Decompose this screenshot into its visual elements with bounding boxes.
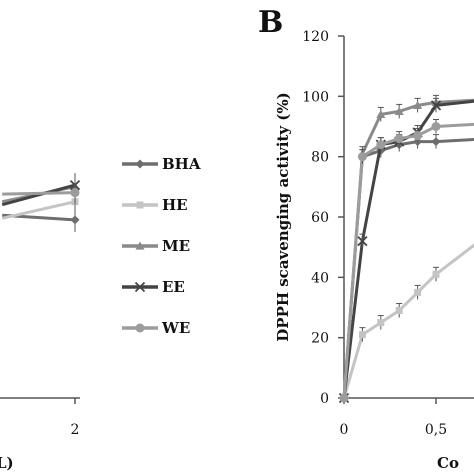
panel-a-series-line-ee xyxy=(1,183,76,207)
panel-a-series-line-we xyxy=(2,191,76,196)
panel-b-point-he xyxy=(358,331,366,339)
legend-swatch-marker xyxy=(135,241,145,250)
legend-item-bha: BHA xyxy=(122,155,201,173)
panel-a-x-tick-label: 2 xyxy=(71,422,80,438)
panel-b-x-tick-label: 0 xyxy=(340,422,349,438)
panel-b-point-we xyxy=(376,140,386,150)
panel-b-point-we xyxy=(431,122,441,131)
panel-a-point-bha xyxy=(70,215,80,225)
legend-label: WE xyxy=(161,319,190,337)
panel-b-y-tick-label: 80 xyxy=(311,150,329,166)
panel-a-point-we xyxy=(70,188,80,198)
panel-b-plot-area xyxy=(338,94,474,404)
legend-label: BHA xyxy=(162,155,201,173)
panel-b-series-line-he xyxy=(342,243,474,399)
panel-b-point-me xyxy=(376,109,386,119)
panel-b-point-he xyxy=(432,270,440,278)
legend-label: EE xyxy=(162,278,185,296)
panel-a-plot-area xyxy=(1,173,81,232)
panel-b-point-ee xyxy=(430,100,442,111)
legend: BHA HE ME EE WE xyxy=(122,155,201,337)
panel-a-series-line-he xyxy=(1,200,76,220)
panel-b-point-me xyxy=(413,100,423,109)
panel-b-x-axis-title: Co xyxy=(437,454,459,472)
panel-b-y-tick-label: 100 xyxy=(302,89,329,105)
panel-b-point-he xyxy=(377,319,385,327)
legend-item-me: ME xyxy=(122,237,190,255)
panel-b-point-bha xyxy=(431,137,441,147)
legend-swatch-marker xyxy=(136,201,144,209)
panel-b: B DPPH scavenging activity (%) 120 100 80 6… xyxy=(258,5,474,472)
legend-swatch-marker xyxy=(134,281,146,293)
panel-b-point-me xyxy=(394,106,404,116)
panel-a: 2 L) xyxy=(0,173,81,472)
legend-item-we: WE xyxy=(122,319,190,337)
panel-b-y-axis-title: DPPH scavenging activity (%) xyxy=(274,92,292,341)
panel-b-series-line-bha xyxy=(342,138,474,399)
legend-label: HE xyxy=(162,196,188,214)
panel-b-point-ee xyxy=(357,235,368,247)
panel-b-y-tick-label: 0 xyxy=(320,391,329,407)
panel-a-x-axis-title: L) xyxy=(0,454,14,472)
panel-b-point-we xyxy=(339,393,349,403)
legend-item-he: HE xyxy=(122,196,188,214)
panel-b-letter: B xyxy=(258,5,283,40)
panel-b-point-we xyxy=(357,152,367,162)
panel-b-point-he xyxy=(414,288,422,296)
panel-b-y-ticks: 120 100 80 60 40 20 0 xyxy=(302,29,344,407)
panel-b-x-tick-label: 0,5 xyxy=(425,422,447,438)
legend-swatch-marker xyxy=(135,159,145,169)
panel-b-x-ticks: 0 0,5 xyxy=(340,398,447,438)
panel-b-y-tick-label: 20 xyxy=(311,331,329,347)
panel-b-y-tick-label: 120 xyxy=(302,29,329,45)
legend-swatch-marker xyxy=(135,323,145,333)
panel-b-point-we xyxy=(394,134,404,144)
panel-b-point-we xyxy=(413,131,423,141)
panel-b-y-tick-label: 60 xyxy=(311,210,329,226)
panel-b-point-he xyxy=(395,307,403,315)
legend-label: ME xyxy=(162,237,190,255)
legend-item-ee: EE xyxy=(122,278,185,296)
panel-b-y-tick-label: 40 xyxy=(311,270,329,286)
